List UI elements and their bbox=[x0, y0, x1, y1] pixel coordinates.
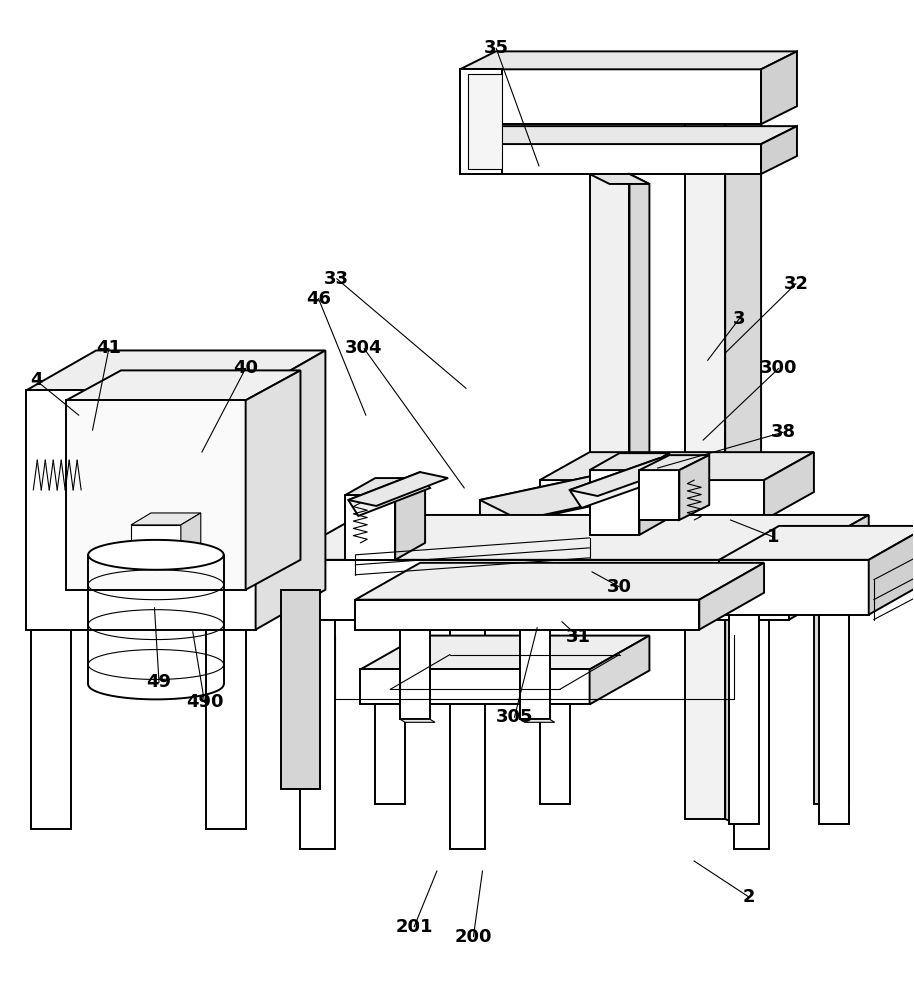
Text: 3: 3 bbox=[733, 310, 746, 328]
Polygon shape bbox=[640, 453, 669, 535]
Text: 41: 41 bbox=[96, 339, 122, 357]
Text: 32: 32 bbox=[783, 275, 809, 293]
Text: 305: 305 bbox=[495, 708, 533, 726]
Polygon shape bbox=[468, 74, 502, 169]
Polygon shape bbox=[569, 458, 672, 508]
Polygon shape bbox=[400, 719, 435, 722]
Polygon shape bbox=[27, 350, 325, 390]
Polygon shape bbox=[301, 620, 335, 849]
Polygon shape bbox=[27, 390, 256, 630]
Polygon shape bbox=[719, 560, 868, 615]
Polygon shape bbox=[246, 370, 301, 590]
Polygon shape bbox=[460, 126, 797, 144]
Polygon shape bbox=[640, 470, 679, 520]
Polygon shape bbox=[520, 630, 549, 719]
Polygon shape bbox=[66, 370, 301, 400]
Polygon shape bbox=[813, 575, 849, 804]
Polygon shape bbox=[640, 455, 709, 470]
Text: 30: 30 bbox=[607, 578, 632, 596]
Polygon shape bbox=[520, 719, 555, 722]
Polygon shape bbox=[686, 96, 725, 819]
Polygon shape bbox=[31, 630, 71, 829]
Polygon shape bbox=[590, 174, 630, 490]
Polygon shape bbox=[181, 513, 201, 555]
Polygon shape bbox=[540, 704, 569, 804]
Polygon shape bbox=[686, 81, 761, 111]
Polygon shape bbox=[460, 51, 797, 69]
Text: 490: 490 bbox=[186, 693, 223, 711]
Text: 38: 38 bbox=[771, 423, 796, 441]
Polygon shape bbox=[206, 630, 246, 829]
Polygon shape bbox=[360, 636, 650, 669]
Polygon shape bbox=[480, 470, 620, 530]
Polygon shape bbox=[356, 600, 699, 630]
Polygon shape bbox=[348, 472, 448, 506]
Polygon shape bbox=[460, 144, 761, 174]
Polygon shape bbox=[281, 515, 868, 560]
Polygon shape bbox=[460, 69, 761, 124]
Text: 40: 40 bbox=[233, 359, 258, 377]
Polygon shape bbox=[725, 96, 761, 834]
Polygon shape bbox=[395, 478, 425, 560]
Text: 201: 201 bbox=[396, 918, 433, 936]
Polygon shape bbox=[764, 452, 813, 520]
Polygon shape bbox=[345, 495, 395, 560]
Text: 300: 300 bbox=[760, 359, 797, 377]
Polygon shape bbox=[789, 515, 868, 620]
Polygon shape bbox=[400, 630, 430, 719]
Polygon shape bbox=[761, 126, 797, 174]
Polygon shape bbox=[450, 620, 485, 849]
Polygon shape bbox=[729, 615, 760, 824]
Text: 200: 200 bbox=[454, 928, 492, 946]
Polygon shape bbox=[281, 560, 789, 620]
Polygon shape bbox=[630, 174, 650, 500]
Polygon shape bbox=[734, 620, 769, 849]
Polygon shape bbox=[66, 400, 246, 590]
Polygon shape bbox=[540, 480, 764, 520]
Polygon shape bbox=[719, 526, 914, 560]
Polygon shape bbox=[89, 540, 224, 570]
Text: 49: 49 bbox=[146, 673, 172, 691]
Polygon shape bbox=[480, 470, 659, 520]
Polygon shape bbox=[345, 478, 425, 495]
Text: 35: 35 bbox=[484, 39, 509, 57]
Polygon shape bbox=[699, 563, 764, 630]
Polygon shape bbox=[540, 452, 813, 480]
Polygon shape bbox=[131, 513, 201, 525]
Polygon shape bbox=[569, 458, 687, 496]
Text: 1: 1 bbox=[767, 528, 780, 546]
Text: 304: 304 bbox=[345, 339, 383, 357]
Polygon shape bbox=[761, 51, 797, 124]
Polygon shape bbox=[819, 615, 849, 824]
Text: 46: 46 bbox=[306, 290, 331, 308]
Text: 4: 4 bbox=[30, 371, 42, 389]
Polygon shape bbox=[868, 526, 914, 615]
Text: 33: 33 bbox=[324, 270, 349, 288]
Polygon shape bbox=[281, 590, 321, 789]
Polygon shape bbox=[679, 455, 709, 520]
Polygon shape bbox=[131, 525, 181, 555]
Polygon shape bbox=[360, 669, 590, 704]
Polygon shape bbox=[590, 470, 640, 535]
Polygon shape bbox=[590, 636, 650, 704]
Polygon shape bbox=[376, 704, 405, 804]
Polygon shape bbox=[356, 563, 764, 600]
Polygon shape bbox=[590, 453, 669, 470]
Text: 31: 31 bbox=[566, 628, 590, 646]
Polygon shape bbox=[348, 472, 430, 516]
Polygon shape bbox=[590, 174, 650, 184]
Polygon shape bbox=[460, 69, 502, 174]
Text: 2: 2 bbox=[742, 888, 755, 906]
Polygon shape bbox=[256, 350, 325, 630]
